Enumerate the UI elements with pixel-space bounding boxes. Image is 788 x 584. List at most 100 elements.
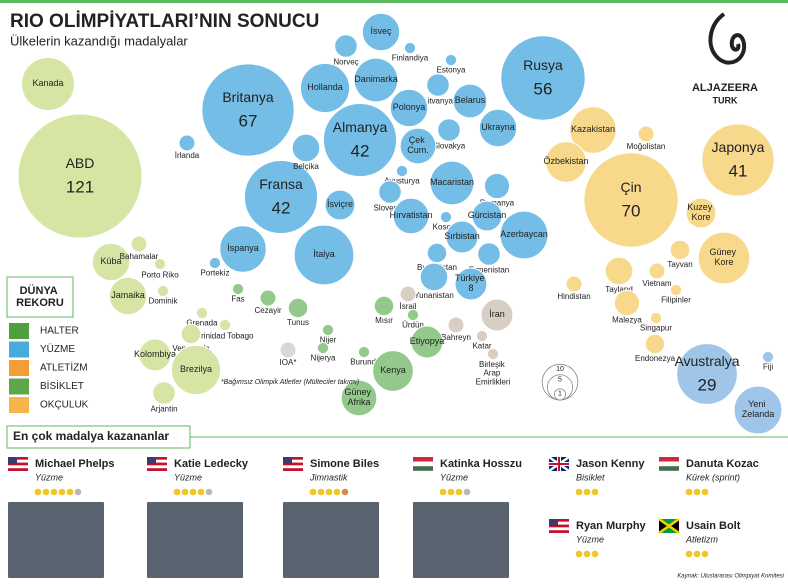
record-label: BİSİKLET <box>40 379 84 392</box>
flag-stripe <box>283 457 303 460</box>
athlete-sport: Yüzme <box>440 472 468 482</box>
country-bubble <box>378 180 402 204</box>
athlete-name: Usain Bolt <box>686 520 741 532</box>
bubble-label: Kolombiya <box>134 349 176 359</box>
country-bubble <box>697 231 751 285</box>
records-title: DÜNYA REKORU <box>16 284 64 309</box>
flag-tri <box>659 519 679 533</box>
flag-stripe <box>8 462 28 466</box>
bubble-label: Avustralya <box>674 353 739 369</box>
bubble-label: Arjantin <box>150 404 177 413</box>
flag-stripe <box>8 468 28 471</box>
bubble-value: 42 <box>272 198 291 217</box>
flag <box>548 455 570 473</box>
medal-dot <box>317 488 325 496</box>
records-box <box>6 276 74 318</box>
bubble-label: Sırbistan <box>444 231 480 241</box>
bubble-label: Rusya <box>523 57 563 73</box>
flag-stripe <box>283 459 303 463</box>
athlete-name: Katie Ledecky <box>174 458 249 470</box>
flag-stripe <box>283 468 303 471</box>
country-bubble <box>156 284 170 298</box>
source: Kaynak: Uluslararası Olimpiyat Komitesi <box>677 574 784 580</box>
athlete-name: Katinka Hosszu <box>440 458 522 470</box>
bubble-label: Moğolistan <box>627 142 666 151</box>
medal-dot <box>463 488 471 496</box>
country-bubble <box>644 333 666 355</box>
country-bubble <box>153 257 167 271</box>
country-bubble <box>733 385 783 435</box>
country-bubble <box>452 83 488 119</box>
size-legend-label: 10 <box>556 366 564 373</box>
country-bubble <box>545 141 587 183</box>
bubble-label: Trinidad Tobago <box>197 332 254 341</box>
flag-stripe <box>413 457 433 462</box>
bubble-label: Nijerya <box>311 354 336 363</box>
bubble-label: Fas <box>231 295 244 304</box>
bubble-label: Hindistan <box>557 292 590 301</box>
country-bubble <box>316 341 330 355</box>
flag-stripe <box>659 461 679 467</box>
country-bubble <box>685 197 717 229</box>
size-legend-label: 5 <box>558 377 562 384</box>
country-bubble <box>471 200 503 232</box>
bubble-label: Bahamalar <box>120 252 159 261</box>
medal-dot <box>701 550 709 558</box>
athlete-name: Ryan Murphy <box>576 520 647 532</box>
bubble-label: Azerbaycan <box>500 229 548 239</box>
medal-dot <box>575 550 583 558</box>
country-bubble <box>613 289 641 317</box>
medal-dot <box>583 488 591 496</box>
country-bubble <box>583 152 679 248</box>
bubble-label: IOA* <box>280 358 297 367</box>
flag-stripe <box>8 465 28 469</box>
bubble-value: 41 <box>729 161 748 180</box>
bubble-label: İtalya <box>313 249 335 259</box>
country-bubble <box>293 224 355 286</box>
bubble-label: Gürcistan <box>468 210 507 220</box>
flag-cross <box>549 457 569 471</box>
medal-dot <box>583 550 591 558</box>
flag-stripe <box>659 457 679 462</box>
bubble-label: Jamaika <box>111 290 145 300</box>
bubble-label: Singapur <box>640 324 672 333</box>
medal-dot <box>309 488 317 496</box>
bubble-label: Çin <box>620 179 641 195</box>
flag-stripe <box>283 462 303 466</box>
country-bubble <box>208 256 222 270</box>
records-legend <box>6 276 74 318</box>
bubble-label: Macaristan <box>430 177 474 187</box>
bubble-label: Tayland <box>605 285 633 294</box>
country-bubble <box>701 123 775 197</box>
country-bubble <box>219 225 267 273</box>
record-label: HALTER <box>40 326 79 337</box>
bubble-label: Fiji <box>763 363 773 372</box>
medal-dot <box>693 550 701 558</box>
flag-stripe <box>549 524 569 528</box>
country-bubble <box>361 12 401 52</box>
country-bubble <box>475 329 489 343</box>
country-bubble <box>445 220 479 254</box>
size-legend-label: 1 <box>558 391 562 398</box>
medal-dot <box>34 488 42 496</box>
bubble-label: Kazakistan <box>571 124 615 134</box>
flag <box>147 457 167 471</box>
country-bubble <box>477 242 501 266</box>
bubble-label: Japonya <box>712 139 765 155</box>
country-bubble <box>454 267 488 301</box>
country-bubble <box>340 379 378 417</box>
country-bubble <box>322 102 398 178</box>
country-bubble <box>201 63 295 157</box>
medal-dot <box>66 488 74 496</box>
bubble-label: Kanada <box>32 78 63 88</box>
bubble-value: 67 <box>239 111 258 130</box>
athlete-sport: Atletizm <box>685 534 719 544</box>
bubble-label: Belçika <box>293 162 319 171</box>
country-bubble <box>406 308 420 322</box>
bubble-label: Brezilya <box>180 364 212 374</box>
bubble-label: Porto Riko <box>141 271 179 280</box>
bubble-label: Grenada <box>186 319 218 328</box>
country-bubble <box>429 160 475 206</box>
logo: ALJAZEERA TURK <box>692 12 758 105</box>
country-bubble <box>480 298 514 332</box>
